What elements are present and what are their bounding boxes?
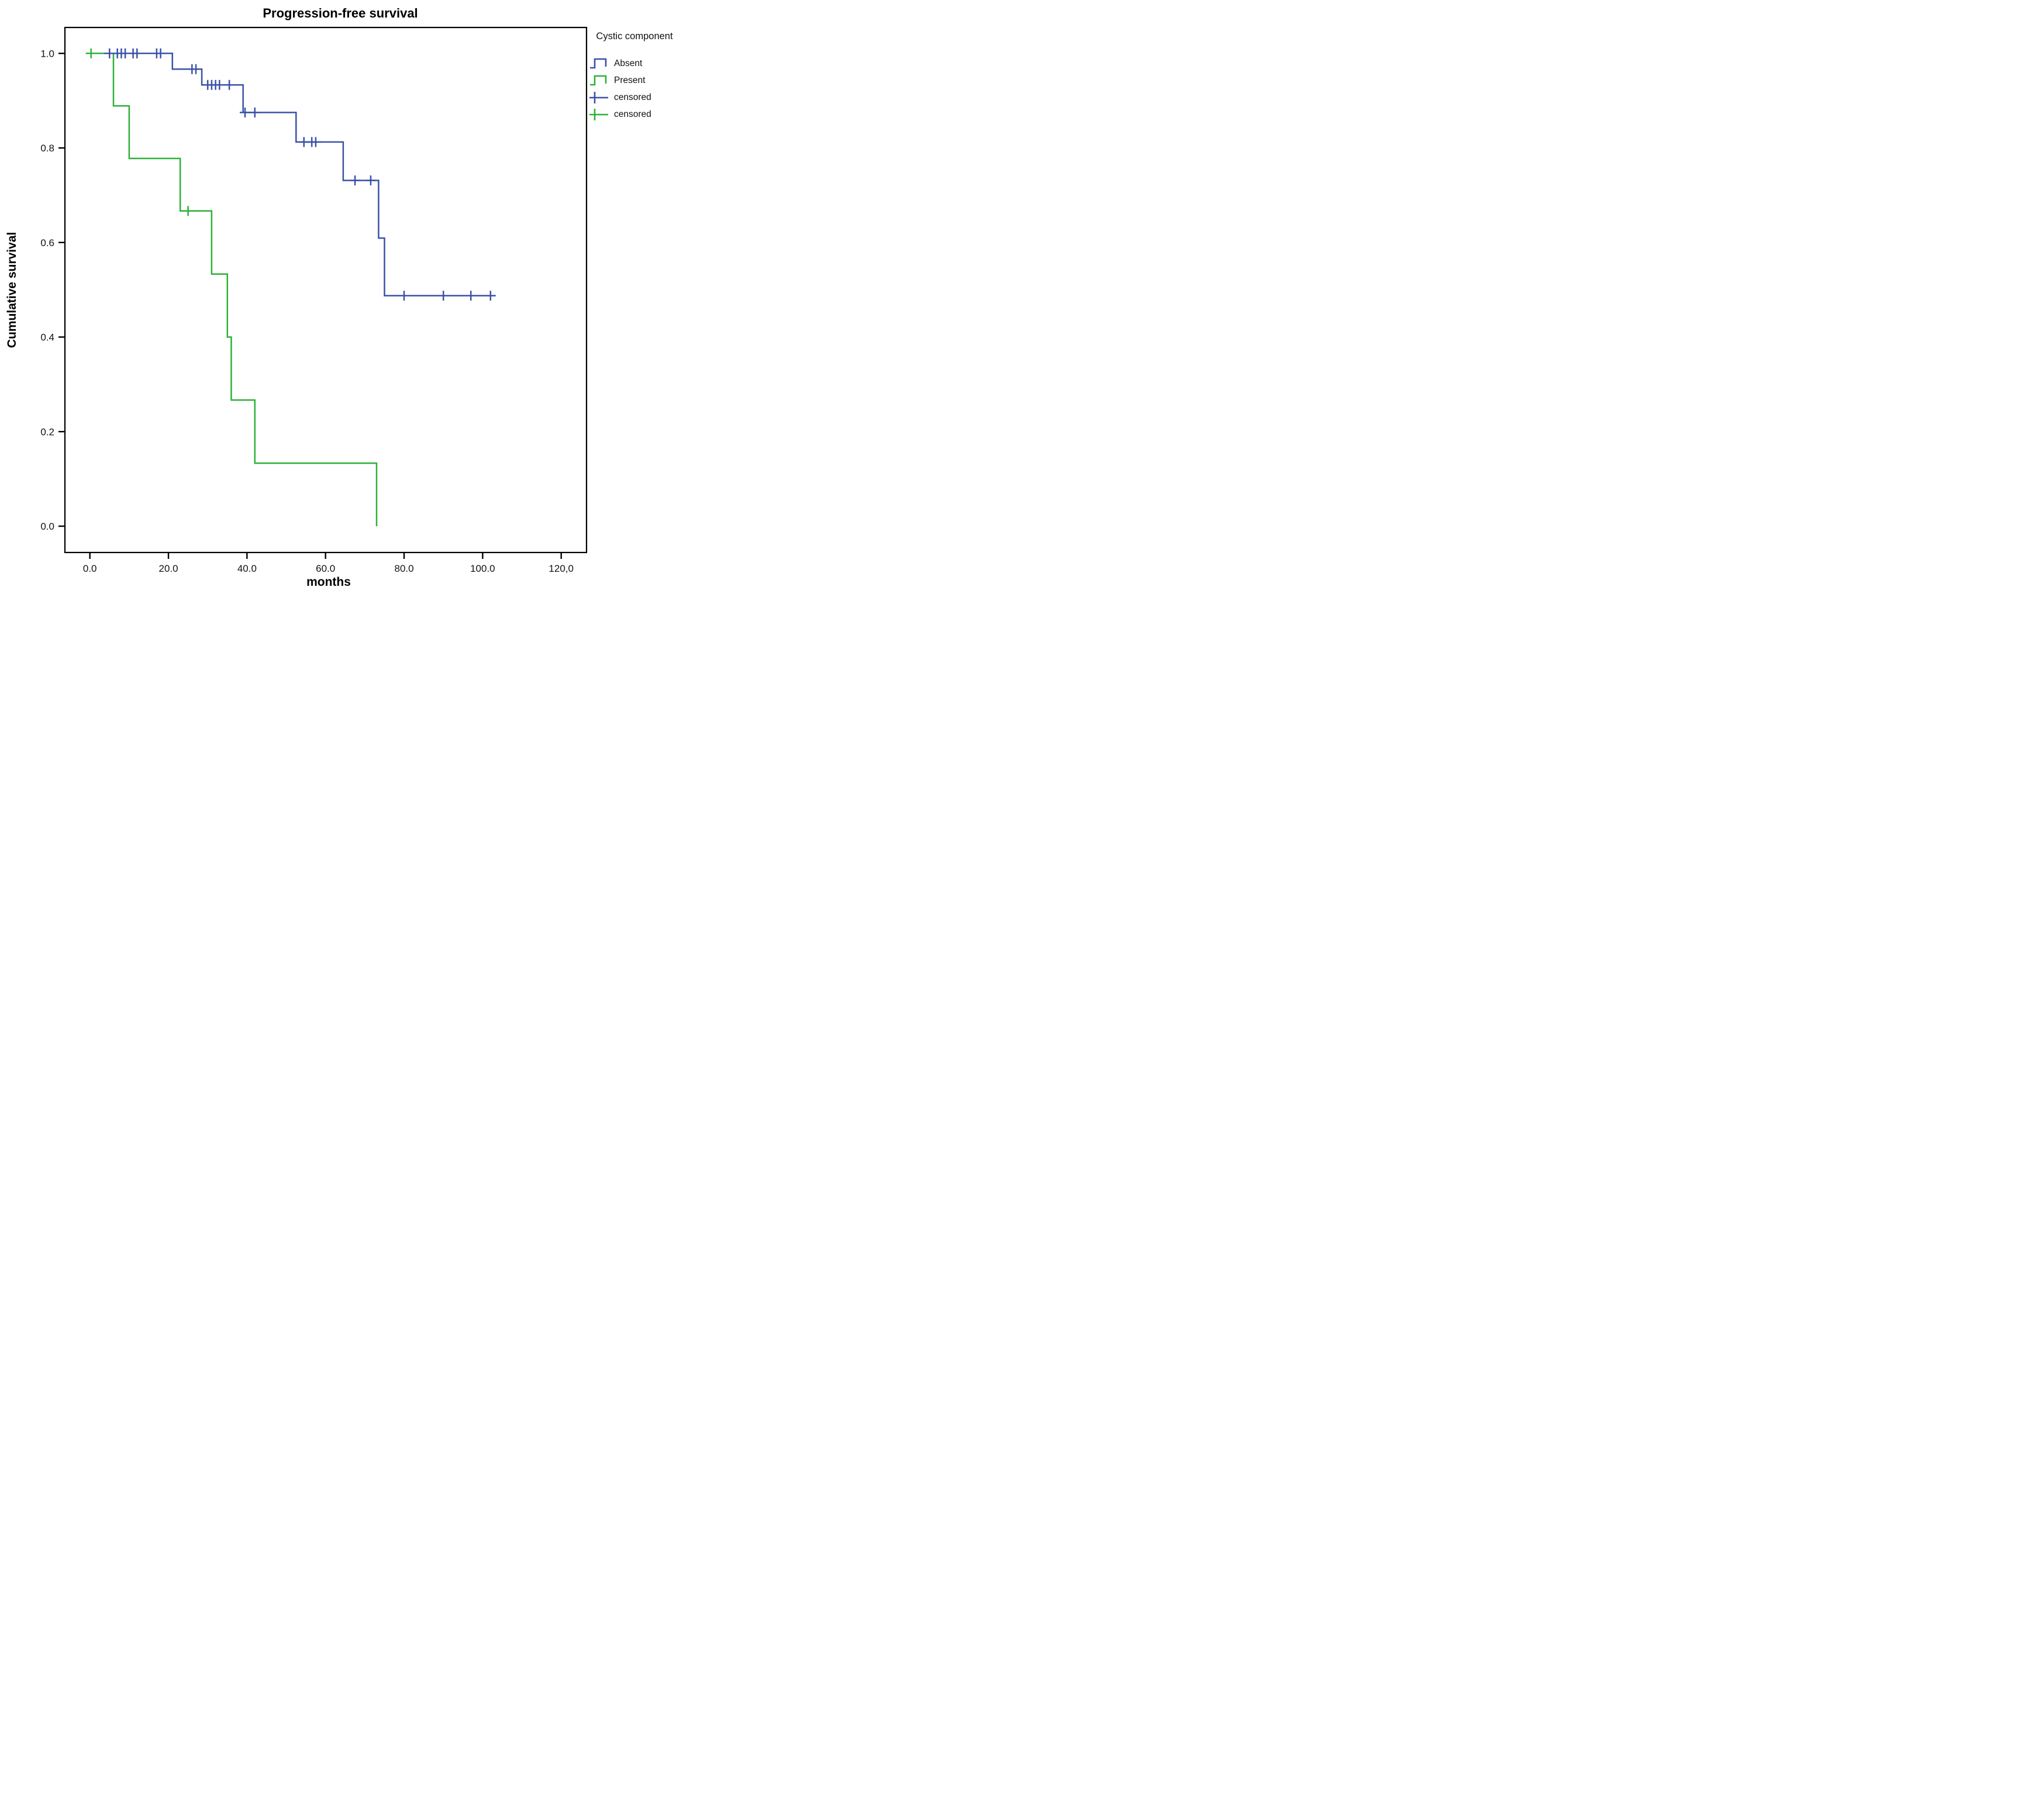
legend-label: Present [614, 75, 646, 86]
y-tick-label: 0.4 [40, 332, 54, 343]
censored-mark-swatch-green [589, 109, 608, 121]
axis-ticks: 0.0 20.0 40.0 60.0 80.0 100.0 120,0 0.0 0.2 0.4 0.… [40, 48, 574, 574]
survival-curves [85, 48, 496, 526]
step-line-swatch-green [590, 75, 607, 86]
censored-marks-absent [104, 48, 496, 301]
legend-label: censored [614, 92, 651, 103]
censored-marks-present [85, 48, 194, 216]
km-survival-figure: Progression-free survival months Cumulat… [0, 0, 681, 607]
x-tick-label: 60.0 [316, 563, 335, 574]
x-tick-label: 0.0 [83, 563, 97, 574]
plot-border [64, 26, 588, 554]
x-axis-label: months [306, 575, 351, 589]
legend-label: censored [614, 109, 651, 120]
legend-title: Cystic component [596, 31, 673, 42]
legend-label: Absent [614, 58, 643, 69]
censored-mark-swatch-blue [589, 92, 608, 104]
legend-item-absent: Absent [589, 56, 679, 72]
x-tick-label: 80.0 [394, 563, 413, 574]
y-tick-label: 0.8 [40, 143, 54, 154]
legend-item-censored-present: censored [589, 106, 679, 123]
km-chart: Progression-free survival months Cumulat… [5, 6, 588, 589]
x-tick-label: 40.0 [237, 563, 257, 574]
y-tick-label: 1.0 [40, 48, 54, 59]
y-tick-label: 0.0 [40, 521, 54, 532]
legend-item-censored-absent: censored [589, 89, 679, 106]
x-tick-label: 20.0 [158, 563, 178, 574]
x-tick-label: 100.0 [470, 563, 495, 574]
x-tick-label: 120,0 [549, 563, 574, 574]
y-axis-label: Cumulative survival [5, 232, 19, 348]
y-tick-label: 0.6 [40, 237, 54, 248]
y-tick-label: 0.2 [40, 426, 54, 437]
step-line-swatch-blue [590, 58, 607, 69]
chart-title: Progression-free survival [263, 6, 418, 20]
legend: Cystic component Absent Present censored [589, 30, 679, 123]
legend-item-present: Present [589, 72, 679, 89]
curve-absent [107, 53, 496, 297]
curve-present [89, 53, 378, 526]
